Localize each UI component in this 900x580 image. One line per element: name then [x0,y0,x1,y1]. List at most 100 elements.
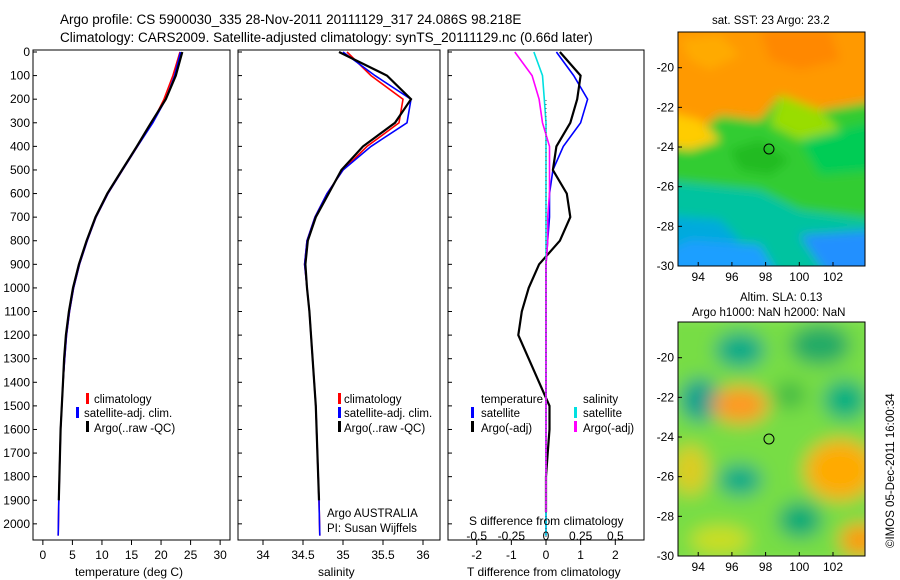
legend-swatch-satellite-adj [338,407,341,418]
x-tick-label: 35 [336,548,350,562]
legend-swatch-satellite-adj [76,407,79,418]
y-tick-label: 300 [10,116,30,130]
series-line-2-1 [517,51,582,512]
legend-swatch-argo [86,421,89,432]
salinity-panel-frame [237,49,441,541]
map-y-tick-label: -30 [657,549,675,563]
y-tick-label: 700 [10,210,30,224]
sla-map-title-line-2: Argo h1000: NaN h2000: NaN [692,307,845,319]
map-x-tick-label: 94 [692,270,706,284]
x-tick-label: 34 [256,548,270,562]
x-tick-label: 10 [95,548,109,562]
legend-label-argo: Argo(..raw -QC) [344,423,425,435]
pi-label: PI: Susan Wijffels [327,523,417,535]
legend-swatch-s-argo [574,421,577,432]
profile-x-ticks: 0 5 10 15 20 25 30 34 34.5 35 35.5 36 -2 -1 0 1 2 -0.5 -0.… [40,100,624,562]
y-tick-label: 200 [10,92,30,106]
y-tick-label: 100 [10,69,30,83]
y-tick-label: 600 [10,187,30,201]
map-y-tick-label: -28 [657,219,675,233]
x-tick-label: 15 [125,548,139,562]
map-y-tick-label: -20 [657,351,675,365]
x-tick-label: -2 [471,548,482,562]
s-tick-label: 0.5 [607,529,624,543]
legend-label-s-satellite: satellite [583,408,622,420]
s-tick-label: 0.25 [569,529,593,543]
sla-map-frame [677,321,866,557]
sst-map-title: sat. SST: 23 Argo: 23.2 [712,15,830,27]
legend-swatch-s-satellite [574,407,577,418]
y-tick-label: 1400 [3,375,30,389]
y-tick-label: 0 [23,45,30,59]
x-tick-label: 35.5 [371,548,395,562]
title-line-2: Climatology: CARS2009. Satellite-adjuste… [60,30,593,45]
map-y-tick-label: -22 [657,390,675,404]
legend-label-climatology: climatology [344,394,402,406]
temperature-legend: climatology satellite-adj. clim. Argo(..… [76,393,175,435]
legend-label-s-argo: Argo(-adj) [583,423,634,435]
map-x-tick-label: 98 [759,560,773,574]
title-line-1: Argo profile: CS 5900030_335 28-Nov-2011… [60,12,521,27]
map-x-tick-label: 98 [759,270,773,284]
series-line-0-1 [57,51,182,536]
legend-label-satellite-adj: satellite-adj. clim. [344,408,432,420]
difference-series [514,51,589,536]
legend-label-t-satellite: satellite [481,408,520,420]
y-tick-label: 1200 [3,328,30,342]
legend-swatch-t-satellite [471,407,474,418]
legend-title-temperature: temperature [481,394,543,406]
legend-label-t-argo: Argo(-adj) [481,423,532,435]
s-difference-axis-label: S difference from climatology [469,514,624,528]
map-y-tick-label: -24 [657,140,675,154]
y-tick-label: 1800 [3,470,30,484]
legend-swatch-climatology [86,393,89,404]
x-tick-label: 2 [612,548,619,562]
s-tick-label: -0.25 [498,529,526,543]
y-tick-label: 1100 [4,305,30,319]
x-tick-label: 36 [416,548,430,562]
argo-australia-label: Argo AUSTRALIA [327,508,418,520]
y-tick-label: 1300 [3,352,30,366]
salinity-series [303,51,413,536]
sla-map-axes: 94 96 98 100 102 -20 -22 -24 -26 -28 -30 [657,351,844,574]
temperature-panel-frame [32,49,231,541]
x-tick-label: 25 [184,548,198,562]
map-x-tick-label: 102 [823,270,843,284]
salinity-axis-label: salinity [318,565,355,579]
series-line-0-0 [57,51,181,536]
map-x-tick-label: 100 [789,270,809,284]
series-line-1-1 [303,51,412,536]
map-y-tick-label: -20 [657,61,675,75]
legend-label-satellite-adj: satellite-adj. clim. [84,408,172,420]
map-x-tick-label: 96 [725,560,739,574]
legend-label-argo: Argo(..raw -QC) [94,423,175,435]
series-line-0-2 [57,51,184,501]
t-difference-axis-label: T difference from climatology [467,565,621,579]
legend-label-climatology: climatology [94,394,152,406]
series-line-1-0 [303,51,404,536]
map-y-tick-label: -30 [657,259,675,273]
y-tick-label: 500 [10,163,30,177]
y-tick-label: 1000 [3,281,30,295]
temperature-axis-label: temperature (deg C) [75,565,183,579]
y-tick-label: 400 [10,139,30,153]
legend-swatch-argo [338,421,341,432]
sla-argo-location-marker [763,433,775,445]
y-tick-label: 1900 [3,493,30,507]
y-tick-label: 900 [10,257,30,271]
y-tick-label: 1700 [3,446,30,460]
series-line-2-0 [545,51,589,536]
series-line-1-2 [304,51,413,501]
map-y-tick-label: -26 [657,180,675,194]
depth-axis: 0 100 200 300 400 500 600 700 800 900 1000 1100 1200… [3,45,452,531]
y-tick-label: 2000 [3,517,30,531]
series-line-2-2 [533,51,547,536]
sst-heatmap [678,32,865,266]
map-y-tick-label: -26 [657,470,675,484]
legend-title-salinity: salinity [583,394,618,406]
map-y-tick-label: -22 [657,100,675,114]
x-tick-label: 0 [543,548,550,562]
x-tick-label: 34.5 [291,548,315,562]
sst-map-axes: 94 96 98 100 102 -20 -22 -24 -26 -28 -30 [657,61,844,284]
